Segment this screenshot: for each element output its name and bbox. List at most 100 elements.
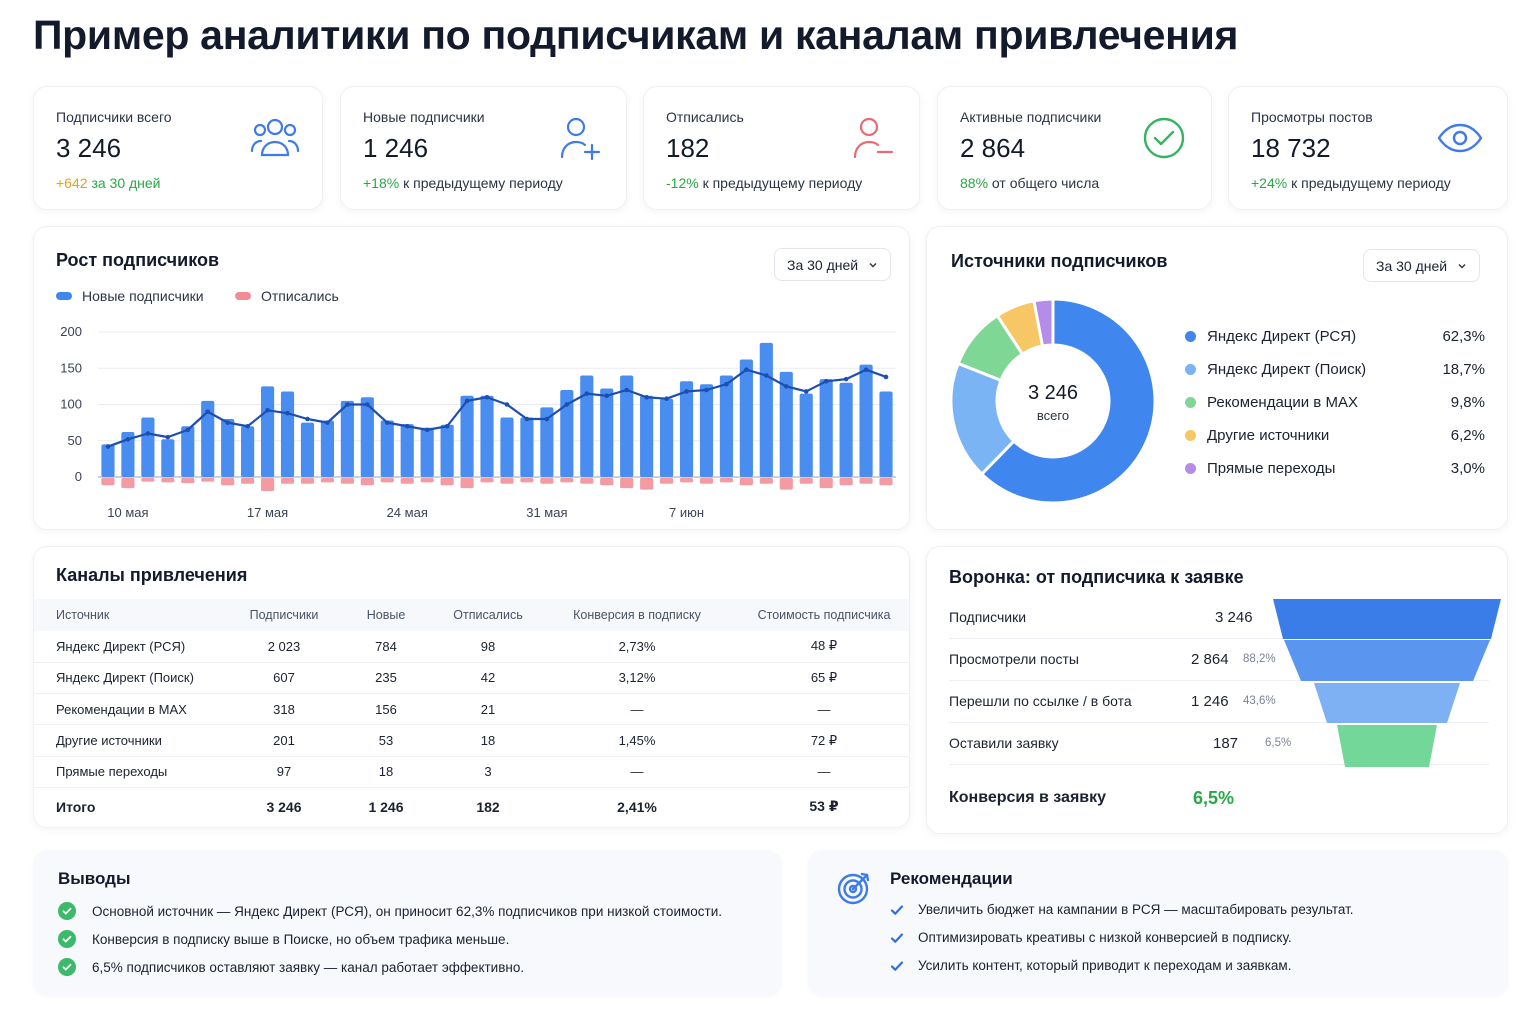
funnel-stage-name: Просмотрели посты	[949, 651, 1079, 667]
kpi-card-total: Подписчики всего 3 246 +642 за 30 дней	[33, 86, 323, 210]
trend-point	[305, 416, 310, 422]
trend-point	[464, 398, 470, 404]
col-source: Источник	[34, 599, 234, 631]
source-row: Рекомендации в MAX 9,8%	[1185, 391, 1485, 413]
bar-new-subscribers	[679, 381, 694, 477]
kpi-card-views: Просмотры постов 18 732 +24% к предыдуще…	[1228, 86, 1508, 210]
donut-slice	[979, 297, 1157, 505]
bar-new-subscribers	[480, 395, 494, 477]
bar-unsubscribed	[560, 478, 574, 483]
trend-point	[843, 376, 849, 382]
funnel-row: Перешли по ссылке / в бота 1 246 43,6%	[949, 681, 1489, 723]
bar-unsubscribed	[819, 478, 833, 489]
bar-unsubscribed	[799, 478, 813, 484]
bar-unsubscribed	[280, 478, 295, 484]
kpi-card-active: Активные подписчики 2 864 88% от общего …	[937, 86, 1212, 210]
cell-conversion: 3,12%	[538, 662, 736, 695]
legend-new: Новые подписчики	[56, 288, 204, 304]
bar-new-subscribers	[440, 424, 454, 477]
x-tick-label: 31 мая	[526, 505, 567, 520]
trend-point	[125, 437, 131, 442]
kpi-label: Активные подписчики	[960, 109, 1102, 125]
bar-new-subscribers	[161, 439, 175, 477]
bar-new-subscribers	[819, 379, 833, 477]
cell-unsub: 42	[438, 662, 538, 695]
recommendation-item: Усилить контент, который приводит к пере…	[890, 958, 1291, 973]
trend-point	[524, 416, 530, 422]
recommendation-item: Оптимизировать креативы с низкой конверс…	[890, 930, 1292, 945]
bar-new-subscribers	[580, 375, 594, 477]
trend-point	[265, 408, 270, 413]
legend-swatch-new	[56, 292, 72, 300]
cell-new: 784	[334, 631, 438, 663]
bar-new-subscribers	[779, 371, 793, 477]
source-dot	[1185, 462, 1196, 474]
funnel-stage-value: 187	[1213, 735, 1239, 752]
bar-new-subscribers	[380, 420, 394, 477]
trend-line	[107, 368, 887, 448]
trend-point	[424, 427, 430, 433]
col-cost: Стоимость подписчика	[736, 599, 909, 631]
bar-new-subscribers	[540, 407, 554, 477]
conclusion-text: 6,5% подписчиков оставляют заявку — кана…	[92, 959, 525, 975]
kpi-note: +18% к предыдущему периоду	[363, 175, 563, 191]
trend-point	[684, 389, 689, 394]
funnel-stage-value: 1 246	[1191, 693, 1229, 710]
trend-point	[444, 423, 450, 429]
trend-point	[863, 367, 869, 372]
funnel-stage-pct: 88,2%	[1243, 653, 1276, 665]
kpi-note-text: от общего числа	[991, 175, 1100, 191]
bar-new-subscribers	[879, 391, 893, 477]
bar-unsubscribed	[460, 478, 474, 489]
bar-new-subscribers	[181, 426, 195, 477]
funnel-stage-name: Оставили заявку	[949, 735, 1059, 751]
trend-point	[604, 393, 610, 399]
growth-title: Рост подписчиков	[56, 250, 220, 270]
bar-new-subscribers	[520, 417, 534, 477]
bar-unsubscribed	[600, 478, 614, 486]
trend-point	[744, 367, 749, 372]
trend-point	[165, 434, 171, 440]
bar-new-subscribers	[141, 417, 155, 477]
bar-unsubscribed	[500, 478, 514, 484]
cell-source: Рекомендации в MAX	[34, 693, 234, 726]
bar-new-subscribers	[101, 444, 115, 477]
chevron-down-icon	[1458, 263, 1466, 268]
growth-period-dropdown[interactable]: За 30 дней	[774, 248, 892, 281]
trend-point	[783, 384, 789, 389]
conclusion-text: Основной источник — Яндекс Директ (РСЯ),…	[92, 903, 722, 919]
bar-unsubscribed	[121, 478, 135, 489]
chevron-down-icon	[869, 262, 877, 267]
kpi-note: -12% к предыдущему периоду	[666, 175, 862, 191]
bar-new-subscribers	[620, 375, 634, 477]
bar-unsubscribed	[859, 478, 873, 484]
funnel-title: Воронка: от подписчика к заявке	[949, 567, 1244, 587]
conclusion-item: 6,5% подписчиков оставляют заявку — кана…	[58, 958, 524, 976]
sources-period-dropdown[interactable]: За 30 дней	[1363, 249, 1481, 282]
source-dot	[1185, 363, 1196, 375]
page-title: Пример аналитики по подписчикам и канала…	[33, 12, 1239, 58]
trend-point	[325, 420, 330, 425]
bar-new-subscribers	[719, 375, 734, 477]
bar-unsubscribed	[181, 478, 195, 484]
recommendations-card: Рекомендации Увеличить бюджет на кампани…	[808, 850, 1508, 996]
bar-new-subscribers	[400, 424, 414, 477]
bar-new-subscribers	[699, 384, 714, 477]
checkmark-icon	[890, 904, 904, 915]
trend-point	[823, 379, 829, 384]
trend-point	[564, 402, 570, 407]
trend-point	[803, 389, 809, 394]
conclusions-card: Выводы Основной источник — Яндекс Директ…	[33, 850, 782, 996]
target-icon	[837, 872, 870, 905]
bar-unsubscribed	[201, 478, 215, 482]
trend-point	[285, 410, 290, 416]
legend-label: Новые подписчики	[82, 288, 204, 304]
x-tick-label: 24 мая	[387, 505, 428, 520]
col-conversion: Конверсия в подписку	[538, 599, 736, 631]
bar-new-subscribers	[300, 422, 315, 477]
source-pct: 9,8%	[1450, 393, 1485, 411]
table-row: Рекомендации в MAX 318 156 21 — —	[34, 693, 909, 726]
user-minus-icon	[853, 117, 894, 159]
bar-unsubscribed	[101, 478, 115, 486]
bar-new-subscribers	[759, 342, 773, 477]
